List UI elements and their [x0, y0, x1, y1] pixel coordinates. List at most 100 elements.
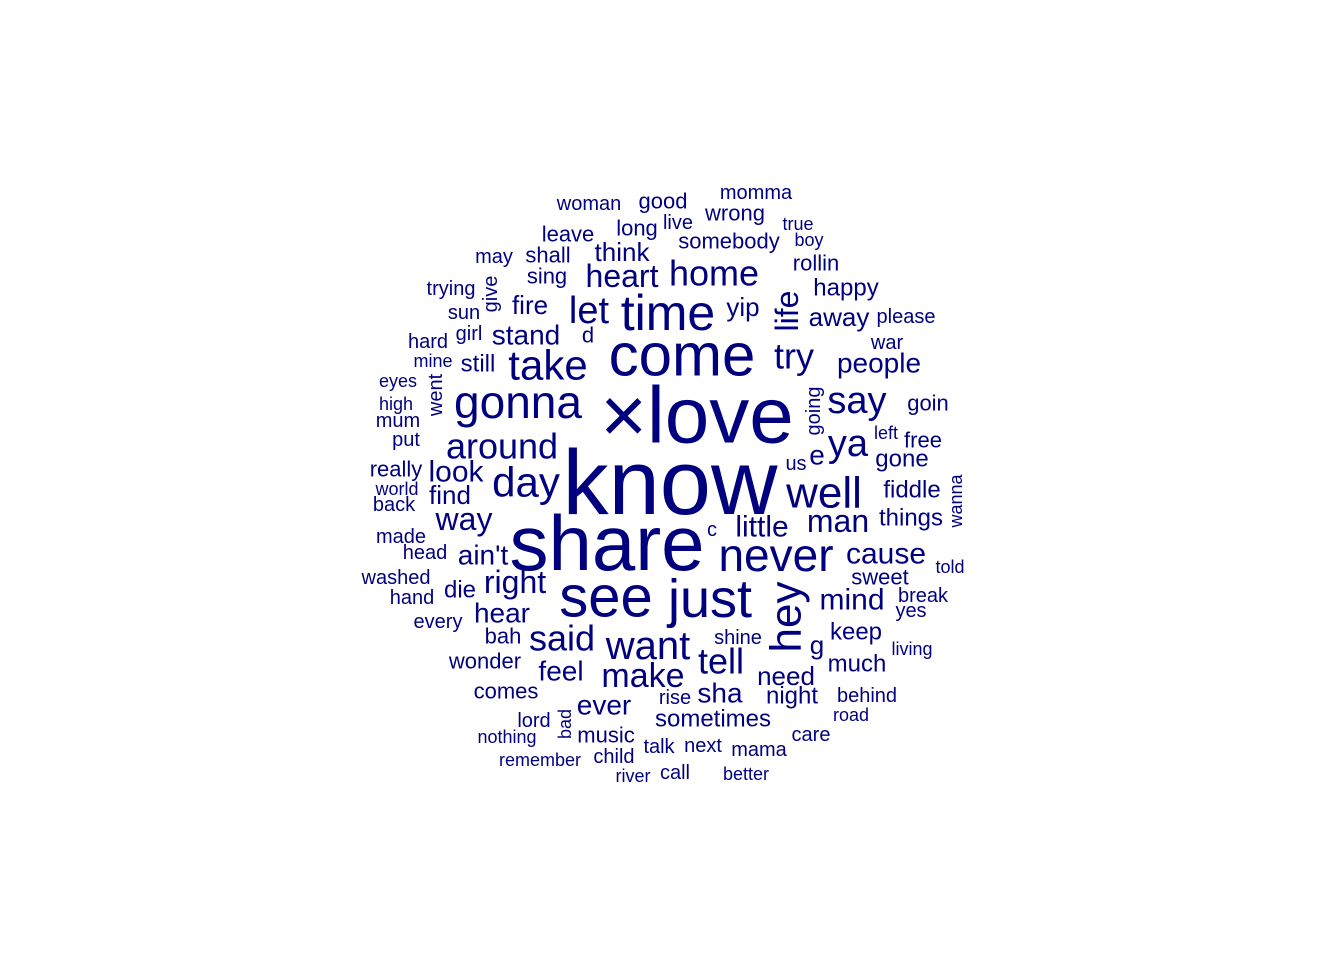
word-way: way [435, 501, 493, 537]
word-e: e [809, 440, 825, 471]
word-really: really [370, 457, 423, 482]
word-time: time [621, 285, 715, 341]
word-find: find [429, 480, 471, 510]
word-love: ×love [600, 371, 793, 460]
word-may: may [475, 246, 513, 268]
word-eyes: eyes [379, 371, 417, 391]
word-good: good [639, 189, 688, 214]
word-day: day [492, 459, 560, 506]
word-rollin: rollin [793, 251, 839, 276]
word-fiddle: fiddle [883, 477, 940, 504]
word-night: night [766, 683, 818, 710]
word-need: need [757, 661, 815, 691]
word-please: please [877, 306, 936, 328]
word-mind: mind [819, 584, 884, 617]
word-g: g [810, 630, 824, 660]
word-boy: boy [794, 230, 823, 250]
word-us: us [785, 453, 806, 475]
word-remember: remember [499, 750, 581, 770]
word-goin: goin [907, 391, 949, 416]
word-told: told [935, 557, 964, 577]
word-shall: shall [525, 243, 570, 268]
word-ever: ever [577, 690, 631, 721]
word-gonna: gonna [454, 376, 582, 428]
word-talk: talk [643, 736, 675, 758]
word-comes: comes [474, 679, 539, 704]
word-let: let [569, 290, 610, 332]
word-stand: stand [492, 320, 561, 351]
word-c: c [707, 519, 717, 541]
word-wanna: wanna [946, 473, 966, 528]
word-left: left [874, 423, 898, 443]
word-put: put [392, 429, 420, 451]
word-back: back [373, 494, 416, 516]
word-yip: yip [726, 292, 759, 322]
word-break: break [898, 585, 949, 607]
word-sha: sha [697, 678, 743, 709]
word-mum: mum [376, 410, 420, 432]
word-war: war [870, 332, 904, 354]
word-still: still [461, 351, 496, 378]
word-hear: hear [474, 598, 530, 629]
word-somebody: somebody [678, 229, 780, 254]
word-bad: bad [555, 709, 575, 739]
word-feel: feel [538, 656, 583, 687]
word-wonder: wonder [448, 649, 521, 674]
word-momma: momma [720, 182, 793, 204]
word-river: river [616, 766, 651, 786]
word-better: better [723, 764, 769, 784]
word-just: just [666, 569, 752, 629]
word-make: make [601, 657, 684, 695]
word-look: look [428, 456, 484, 489]
word-ya: ya [828, 423, 869, 465]
word-around: around [446, 426, 558, 467]
word-leave: leave [542, 222, 595, 247]
word-come: come [609, 322, 756, 389]
word-much: much [828, 651, 887, 678]
word-mine: mine [413, 351, 452, 371]
word-d: d [582, 323, 594, 348]
word-true: true [782, 214, 813, 234]
word-aint: ain't [458, 540, 509, 571]
word-bah: bah [485, 624, 522, 649]
word-going: going [803, 387, 825, 436]
word-give: give [480, 276, 502, 313]
word-music: music [577, 723, 634, 748]
word-home: home [669, 253, 759, 294]
word-away: away [809, 302, 870, 332]
word-next: next [684, 735, 722, 757]
word-heart: heart [586, 258, 659, 294]
word-never: never [718, 529, 833, 581]
word-hard: hard [408, 331, 448, 353]
word-care: care [792, 724, 831, 746]
word-happy: happy [813, 275, 878, 302]
word-free: free [904, 428, 942, 453]
word-trying: trying [427, 278, 476, 300]
word-see: see [559, 565, 653, 630]
word-die: die [444, 577, 476, 604]
word-girl: girl [456, 323, 483, 345]
word-cloud-words: know×love share come see just time never gonna w… [361, 182, 966, 786]
word-man: man [807, 503, 869, 539]
word-sweet: sweet [851, 565, 908, 590]
word-living: living [891, 639, 932, 659]
word-well: well [785, 469, 862, 518]
word-child: child [593, 746, 634, 768]
word-gone: gone [875, 446, 928, 473]
word-mama: mama [731, 739, 787, 761]
word-behind: behind [837, 685, 897, 707]
word-life: life [769, 291, 805, 332]
word-every: every [414, 611, 463, 633]
word-know: know [563, 432, 778, 534]
word-cause: cause [846, 538, 926, 571]
word-woman: woman [556, 193, 621, 215]
word-wrong: wrong [704, 201, 765, 226]
word-call: call [660, 762, 690, 784]
word-share: share [509, 499, 704, 587]
word-sun: sun [448, 302, 480, 324]
word-live: live [663, 212, 693, 234]
word-tell: tell [698, 641, 744, 682]
word-right: right [484, 564, 546, 600]
word-high: high [379, 394, 413, 414]
